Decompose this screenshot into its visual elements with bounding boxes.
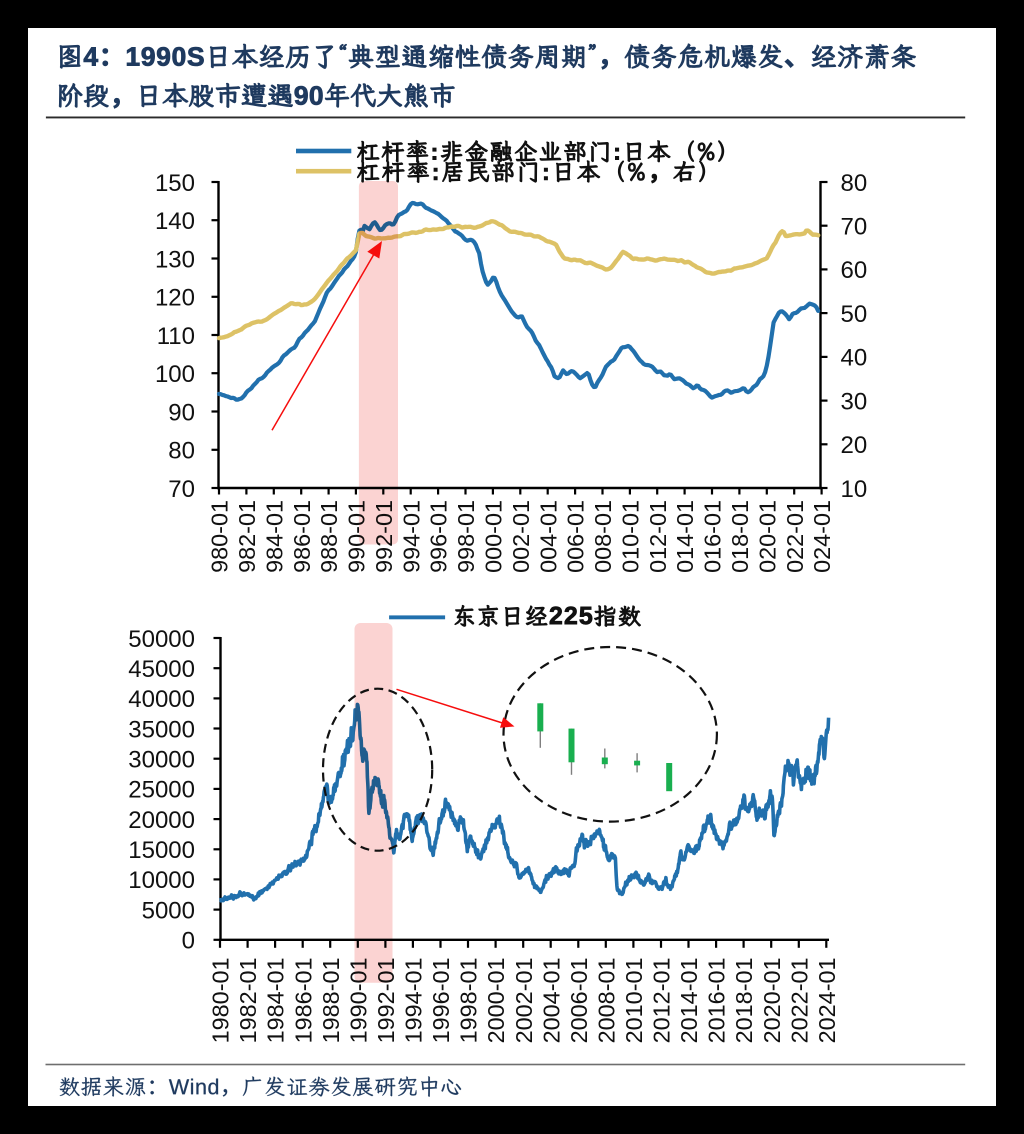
- svg-text:982-01: 982-01: [234, 500, 260, 573]
- svg-text:1984-01: 1984-01: [263, 958, 289, 1044]
- svg-text:1994-01: 1994-01: [401, 958, 427, 1044]
- svg-text:100: 100: [155, 361, 195, 388]
- svg-text:000-01: 000-01: [481, 500, 507, 573]
- svg-text:1998-01: 1998-01: [456, 958, 482, 1044]
- svg-text:2012-01: 2012-01: [649, 958, 675, 1044]
- svg-text:30000: 30000: [128, 747, 195, 774]
- svg-text:25000: 25000: [128, 777, 195, 804]
- svg-text:984-01: 984-01: [261, 500, 287, 573]
- svg-text:70: 70: [168, 476, 195, 503]
- svg-text:2020-01: 2020-01: [759, 958, 785, 1044]
- svg-text:50: 50: [841, 301, 868, 328]
- svg-text:006-01: 006-01: [563, 500, 589, 573]
- svg-text:2018-01: 2018-01: [731, 958, 757, 1044]
- svg-text:986-01: 986-01: [289, 500, 315, 573]
- svg-text:60: 60: [841, 257, 868, 284]
- svg-text:120: 120: [155, 285, 195, 312]
- svg-text:50000: 50000: [128, 626, 195, 653]
- svg-text:008-01: 008-01: [590, 500, 616, 573]
- svg-text:1986-01: 1986-01: [290, 958, 316, 1044]
- svg-text:016-01: 016-01: [700, 500, 726, 573]
- svg-text:024-01: 024-01: [809, 500, 835, 573]
- svg-text:010-01: 010-01: [618, 500, 644, 573]
- svg-text:40: 40: [841, 345, 868, 372]
- svg-text:2006-01: 2006-01: [566, 958, 592, 1044]
- svg-text:2004-01: 2004-01: [538, 958, 564, 1044]
- svg-text:020-01: 020-01: [754, 500, 780, 573]
- svg-text:998-01: 998-01: [453, 500, 479, 573]
- svg-text:1982-01: 1982-01: [235, 958, 261, 1044]
- svg-text:1996-01: 1996-01: [428, 958, 454, 1044]
- svg-text:980-01: 980-01: [207, 500, 233, 573]
- svg-text:10: 10: [841, 476, 868, 503]
- svg-text:988-01: 988-01: [316, 500, 342, 573]
- svg-text:140: 140: [155, 208, 195, 235]
- svg-text:30: 30: [841, 388, 868, 415]
- svg-text:150: 150: [155, 170, 195, 197]
- svg-text:004-01: 004-01: [535, 500, 561, 573]
- svg-text:2016-01: 2016-01: [704, 958, 730, 1044]
- svg-text:15000: 15000: [128, 837, 195, 864]
- svg-text:2014-01: 2014-01: [676, 958, 702, 1044]
- svg-text:80: 80: [841, 170, 868, 197]
- svg-text:2000-01: 2000-01: [483, 958, 509, 1044]
- svg-text:002-01: 002-01: [508, 500, 534, 573]
- svg-text:20: 20: [841, 432, 868, 459]
- svg-text:80: 80: [168, 438, 195, 465]
- svg-text:014-01: 014-01: [672, 500, 698, 573]
- svg-text:130: 130: [155, 246, 195, 273]
- svg-text:35000: 35000: [128, 716, 195, 743]
- svg-text:2008-01: 2008-01: [593, 958, 619, 1044]
- svg-text:40000: 40000: [128, 686, 195, 713]
- svg-text:2002-01: 2002-01: [511, 958, 537, 1044]
- svg-text:2010-01: 2010-01: [621, 958, 647, 1044]
- svg-text:5000: 5000: [142, 897, 195, 924]
- svg-text:994-01: 994-01: [398, 500, 424, 573]
- svg-text:018-01: 018-01: [727, 500, 753, 573]
- svg-text:1988-01: 1988-01: [318, 958, 344, 1044]
- svg-text:90: 90: [168, 399, 195, 426]
- svg-text:20000: 20000: [128, 807, 195, 834]
- svg-text:2024-01: 2024-01: [814, 958, 840, 1044]
- svg-text:1980-01: 1980-01: [208, 958, 234, 1044]
- svg-text:110: 110: [157, 323, 195, 350]
- svg-text:0: 0: [182, 928, 195, 955]
- svg-text:022-01: 022-01: [782, 500, 808, 573]
- svg-text:012-01: 012-01: [645, 500, 671, 573]
- svg-text:70: 70: [841, 214, 868, 241]
- svg-text:45000: 45000: [128, 656, 195, 683]
- svg-text:10000: 10000: [128, 867, 195, 894]
- svg-text:996-01: 996-01: [426, 500, 452, 573]
- svg-text:2022-01: 2022-01: [786, 958, 812, 1044]
